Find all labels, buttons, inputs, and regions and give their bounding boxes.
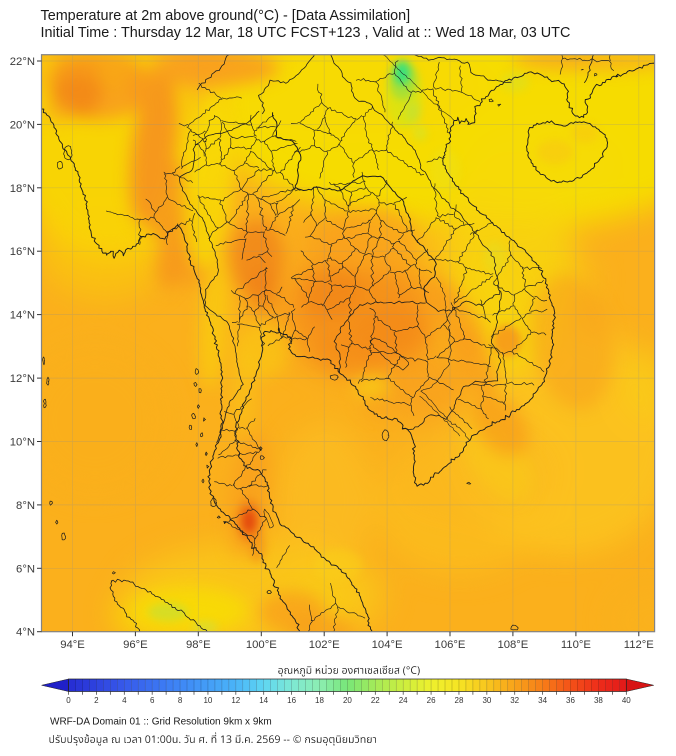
svg-text:Temperature at 2m above ground: Temperature at 2m above ground(°C) - [Da… (41, 8, 411, 24)
svg-text:32: 32 (510, 696, 519, 705)
svg-text:16°N: 16°N (10, 246, 35, 258)
svg-text:96°E: 96°E (123, 639, 148, 651)
svg-text:6°N: 6°N (16, 563, 35, 575)
svg-text:98°E: 98°E (186, 639, 211, 651)
svg-text:8: 8 (178, 696, 183, 705)
svg-text:4°N: 4°N (16, 627, 35, 639)
svg-text:100°E: 100°E (246, 639, 277, 651)
svg-text:18: 18 (315, 696, 324, 705)
svg-text:8°N: 8°N (16, 500, 35, 512)
svg-text:38: 38 (594, 696, 603, 705)
svg-text:34: 34 (538, 696, 547, 705)
svg-text:14°N: 14°N (10, 310, 35, 322)
svg-text:12°N: 12°N (10, 373, 35, 385)
svg-text:104°E: 104°E (372, 639, 403, 651)
svg-text:12: 12 (231, 696, 240, 705)
svg-text:10: 10 (203, 696, 212, 705)
svg-text:22: 22 (371, 696, 380, 705)
svg-text:94°E: 94°E (60, 639, 85, 651)
svg-text:16: 16 (287, 696, 296, 705)
svg-text:10°N: 10°N (10, 437, 35, 449)
svg-text:Initial Time : Thursday 12 Mar: Initial Time : Thursday 12 Mar, 18 UTC F… (41, 25, 571, 41)
svg-text:108°E: 108°E (497, 639, 528, 651)
svg-text:24: 24 (399, 696, 408, 705)
svg-text:28: 28 (455, 696, 464, 705)
svg-text:20°N: 20°N (10, 119, 35, 131)
svg-text:106°E: 106°E (435, 639, 466, 651)
svg-text:18°N: 18°N (10, 183, 35, 195)
svg-text:6: 6 (150, 696, 155, 705)
svg-text:110°E: 110°E (561, 639, 592, 651)
svg-text:26: 26 (427, 696, 436, 705)
svg-text:WRF-DA Domain 01 :: Grid Resol: WRF-DA Domain 01 :: Grid Resolution 9km … (50, 717, 272, 728)
svg-text:36: 36 (566, 696, 575, 705)
svg-text:20: 20 (343, 696, 352, 705)
svg-text:30: 30 (482, 696, 491, 705)
svg-text:2: 2 (94, 696, 99, 705)
svg-text:0: 0 (66, 696, 71, 705)
svg-text:14: 14 (259, 696, 268, 705)
svg-text:40: 40 (622, 696, 631, 705)
svg-text:102°E: 102°E (309, 639, 340, 651)
svg-text:4: 4 (122, 696, 127, 705)
svg-text:22°N: 22°N (10, 56, 35, 68)
svg-text:112°E: 112°E (624, 639, 655, 651)
